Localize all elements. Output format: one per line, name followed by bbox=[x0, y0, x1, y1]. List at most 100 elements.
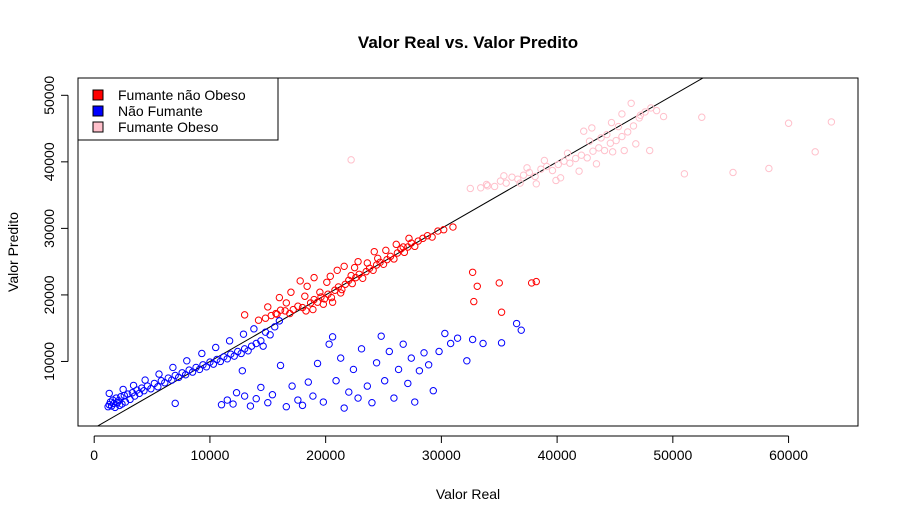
data-point bbox=[624, 128, 632, 136]
data-point bbox=[618, 110, 626, 118]
data-point bbox=[141, 376, 149, 384]
data-point bbox=[382, 246, 390, 255]
data-point bbox=[217, 401, 226, 409]
data-point bbox=[301, 292, 309, 300]
data-point bbox=[338, 285, 346, 294]
data-point bbox=[390, 394, 398, 402]
x-tick-label: 50000 bbox=[653, 447, 692, 463]
data-point bbox=[275, 317, 284, 325]
data-point bbox=[174, 373, 183, 382]
data-point bbox=[337, 289, 345, 297]
data-point bbox=[548, 166, 557, 175]
data-point bbox=[390, 255, 398, 263]
data-point bbox=[589, 147, 597, 155]
data-point bbox=[592, 160, 601, 168]
data-point bbox=[250, 325, 258, 333]
y-tick-label: 40000 bbox=[41, 142, 57, 181]
data-point bbox=[765, 164, 773, 173]
data-point bbox=[531, 172, 539, 181]
data-point bbox=[627, 99, 635, 107]
data-point bbox=[470, 297, 478, 306]
data-point bbox=[259, 342, 267, 350]
data-point bbox=[266, 331, 274, 339]
data-point bbox=[340, 404, 348, 412]
data-point bbox=[680, 170, 689, 178]
data-point bbox=[348, 279, 356, 288]
data-point bbox=[237, 349, 245, 358]
data-point bbox=[393, 249, 402, 257]
data-point bbox=[230, 352, 238, 360]
data-point bbox=[358, 274, 367, 282]
data-point bbox=[310, 273, 318, 282]
data-point bbox=[368, 399, 376, 407]
data-point bbox=[183, 357, 191, 365]
data-point bbox=[597, 134, 605, 142]
data-point bbox=[302, 307, 310, 315]
data-point bbox=[502, 179, 510, 187]
data-point bbox=[784, 119, 793, 127]
data-point bbox=[276, 361, 285, 370]
data-point bbox=[350, 263, 359, 272]
data-point bbox=[363, 259, 372, 267]
data-point bbox=[363, 382, 372, 390]
data-point bbox=[369, 266, 377, 274]
data-point bbox=[223, 396, 231, 404]
data-point bbox=[468, 268, 477, 276]
data-point bbox=[154, 383, 162, 391]
data-point bbox=[309, 305, 317, 314]
data-point bbox=[606, 139, 615, 147]
data-point bbox=[394, 365, 403, 374]
x-tick-label: 60000 bbox=[769, 447, 808, 463]
data-point bbox=[289, 305, 297, 314]
data-point bbox=[257, 383, 265, 392]
data-point bbox=[225, 337, 234, 345]
data-point bbox=[477, 184, 485, 192]
data-point bbox=[404, 379, 412, 388]
data-point bbox=[216, 357, 225, 366]
data-point bbox=[540, 156, 549, 165]
data-point bbox=[325, 340, 333, 348]
data-point bbox=[181, 371, 190, 379]
data-point bbox=[275, 293, 284, 302]
data-point bbox=[399, 340, 407, 348]
data-point bbox=[294, 396, 302, 404]
data-point bbox=[238, 367, 247, 375]
data-point bbox=[400, 248, 409, 257]
data-point bbox=[632, 140, 640, 148]
data-point bbox=[129, 381, 138, 390]
data-point bbox=[659, 112, 668, 121]
data-point bbox=[415, 367, 424, 375]
data-point bbox=[294, 302, 302, 310]
data-point bbox=[303, 282, 311, 290]
plot-frame bbox=[77, 77, 859, 427]
data-point bbox=[287, 288, 295, 296]
data-point bbox=[435, 347, 443, 356]
data-point bbox=[268, 391, 277, 399]
x-axis: 0 10000 20000 30000 40000 50000 60000 bbox=[90, 435, 808, 463]
data-point bbox=[379, 260, 388, 269]
data-point bbox=[525, 168, 534, 177]
data-point bbox=[229, 400, 237, 408]
data-point bbox=[223, 355, 231, 363]
legend-label: Fumante não Obeso bbox=[118, 87, 246, 103]
data-point bbox=[347, 271, 355, 280]
data-point bbox=[298, 401, 307, 410]
series-2 bbox=[104, 317, 525, 412]
data-point bbox=[608, 148, 617, 156]
data-point bbox=[304, 378, 312, 386]
data-point bbox=[424, 361, 433, 369]
data-point bbox=[449, 223, 457, 231]
x-tick-label: 40000 bbox=[538, 447, 577, 463]
data-point bbox=[453, 334, 462, 342]
data-point bbox=[370, 247, 378, 256]
data-point bbox=[105, 389, 113, 398]
data-point bbox=[106, 398, 115, 406]
data-point bbox=[171, 399, 179, 408]
data-point bbox=[527, 279, 536, 287]
data-point bbox=[585, 137, 594, 145]
data-point bbox=[554, 160, 562, 169]
x-tick-label: 0 bbox=[90, 447, 98, 463]
data-point bbox=[636, 111, 645, 119]
data-point bbox=[571, 154, 580, 163]
